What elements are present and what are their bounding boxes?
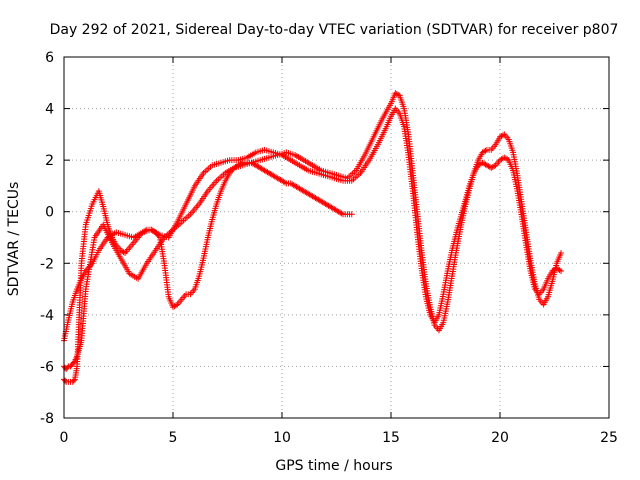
- y-tick-label: 6: [45, 50, 54, 66]
- y-tick-label: 2: [45, 153, 54, 169]
- data-point-interp: [395, 91, 402, 98]
- data-point-interp: [338, 210, 345, 217]
- series-track-b: [61, 90, 565, 373]
- x-tick-label: 5: [169, 430, 178, 446]
- x-tick-label: 0: [60, 430, 69, 446]
- data-point-interp: [70, 359, 77, 366]
- x-tick-label: 15: [382, 430, 400, 446]
- data-point: [558, 249, 565, 256]
- x-tick-label: 20: [491, 430, 509, 446]
- series-track-c: [61, 159, 355, 385]
- x-tick-label: 25: [600, 430, 618, 446]
- y-tick-label: -2: [40, 256, 54, 272]
- data-point-interp: [120, 249, 127, 256]
- data-point: [348, 211, 355, 218]
- data-point-interp: [172, 302, 179, 309]
- data-points: [61, 90, 565, 385]
- data-point-interp: [151, 228, 158, 235]
- data-point-interp: [499, 132, 506, 139]
- chart-title: Day 292 of 2021, Sidereal Day-to-day VTE…: [50, 22, 619, 38]
- plot-frame: [63, 56, 610, 419]
- data-point-interp: [70, 377, 77, 384]
- y-tick-label: -8: [40, 411, 54, 427]
- data-point-interp: [491, 163, 498, 170]
- x-axis-label: GPS time / hours: [275, 458, 392, 474]
- data-point-interp: [142, 227, 149, 234]
- data-point-interp: [482, 147, 489, 154]
- data-point-interp: [64, 364, 71, 371]
- data-point-interp: [238, 160, 245, 167]
- y-tick-label: -4: [40, 308, 54, 324]
- y-tick-label: 4: [45, 102, 54, 118]
- data-point-interp: [281, 179, 288, 186]
- data-point: [558, 268, 565, 275]
- y-tick-label: -6: [40, 359, 54, 375]
- x-tick-label: 10: [273, 430, 291, 446]
- series-track-a: [61, 105, 565, 344]
- y-tick-label: 0: [45, 205, 54, 221]
- data-point-interp: [62, 377, 69, 384]
- y-axis-label: SDTVAR / TECUs: [6, 182, 22, 297]
